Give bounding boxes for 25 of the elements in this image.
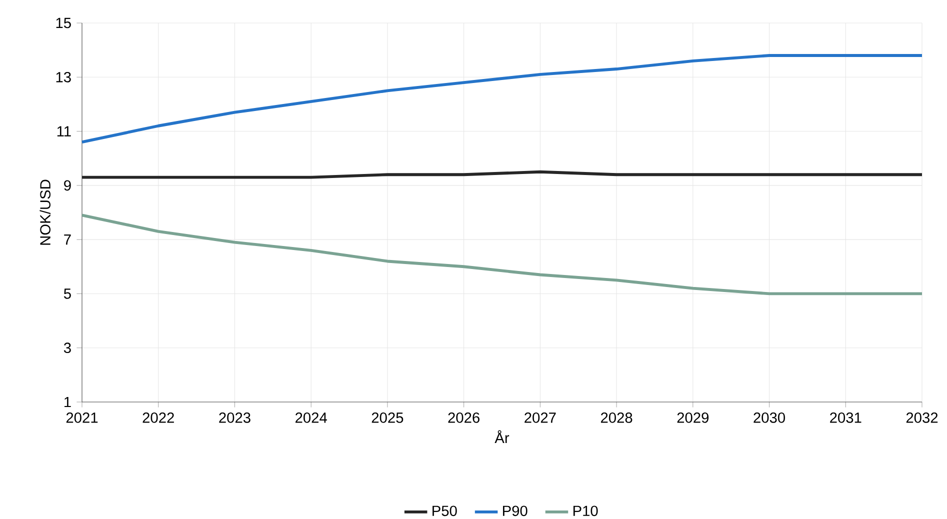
legend-label: P50 — [432, 506, 457, 516]
y-tick-label: 1 — [64, 396, 71, 408]
x-tick-label: 2030 — [754, 412, 785, 423]
x-tick-label: 2022 — [142, 412, 174, 423]
x-tick-label: 2026 — [448, 412, 480, 423]
x-tick-label: 2025 — [372, 412, 404, 423]
y-tick-label: 11 — [57, 126, 71, 136]
y-axis-title: NOK/USD — [40, 180, 50, 245]
y-tick-label: 5 — [64, 288, 71, 299]
x-tick-label: 2028 — [600, 412, 632, 423]
x-tick-label: 2031 — [830, 412, 862, 423]
y-tick-label: 7 — [64, 234, 71, 245]
y-tick-label: 13 — [56, 72, 71, 82]
x-tick-label: 2032 — [906, 412, 938, 423]
y-tick-label: 3 — [64, 342, 71, 354]
x-tick-label: 2027 — [524, 412, 556, 423]
y-tick-label: 15 — [56, 18, 71, 28]
x-tick-label: 2021 — [66, 412, 98, 423]
x-axis-title: År — [494, 430, 510, 444]
x-tick-label: 2029 — [677, 412, 709, 423]
y-tick-label: 9 — [64, 180, 71, 191]
legend-label: P10 — [573, 506, 598, 516]
legend-label: P90 — [503, 506, 528, 516]
x-tick-label: 2023 — [219, 412, 250, 423]
x-tick-label: 2024 — [296, 412, 327, 423]
